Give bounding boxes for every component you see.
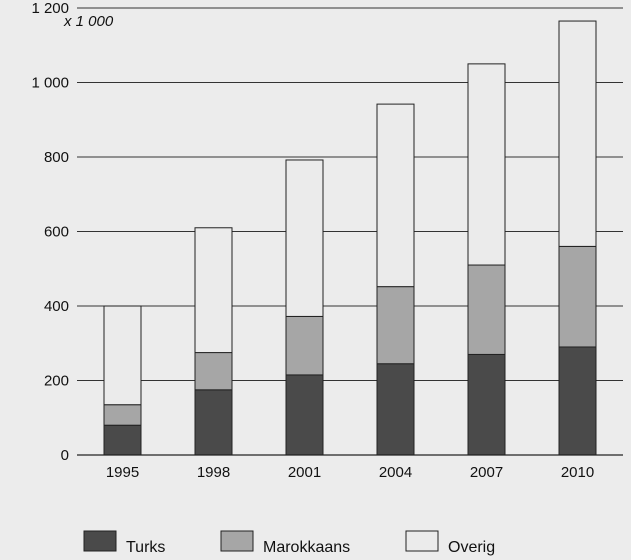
bar-segment-marokkaans-1995 xyxy=(103,404,142,426)
legend-label-overig: Overig xyxy=(448,539,495,556)
bar-segment-overig-1995 xyxy=(103,305,142,406)
bar-segment-marokkaans-2004 xyxy=(376,286,415,365)
y-unit-label: x 1 000 xyxy=(63,13,114,30)
bar-segment-marokkaans-1998 xyxy=(194,352,233,391)
legend: Turks Marokkaans Overig xyxy=(83,530,495,556)
legend-swatch-overig xyxy=(405,530,439,552)
legend-swatch-marokkaans xyxy=(220,530,254,552)
bar-segment-turks-1998 xyxy=(194,389,233,456)
y-tick-label: 200 xyxy=(44,373,69,390)
x-tick-label: 2001 xyxy=(288,464,321,481)
bar-segment-marokkaans-2001 xyxy=(285,315,324,376)
legend-swatch-turks xyxy=(83,530,117,552)
x-tick-label: 2010 xyxy=(561,464,594,481)
bar-segment-turks-2004 xyxy=(376,363,415,456)
x-tick-label: 1995 xyxy=(106,464,139,481)
x-tick-label: 1998 xyxy=(197,464,230,481)
x-tick-label: 2007 xyxy=(470,464,503,481)
y-tick-label: 1 200 xyxy=(31,0,69,17)
bar-segment-turks-2007 xyxy=(467,353,506,456)
y-tick-label: 0 xyxy=(61,447,69,464)
y-tick-label: 600 xyxy=(44,224,69,241)
y-tick-label: 400 xyxy=(44,298,69,315)
bar-segment-overig-1998 xyxy=(194,227,233,354)
bar-segment-turks-2001 xyxy=(285,374,324,456)
bar-segment-overig-2010 xyxy=(558,20,597,247)
x-tick-label: 2004 xyxy=(379,464,412,481)
bar-segment-marokkaans-2010 xyxy=(558,245,597,348)
bar-segment-marokkaans-2007 xyxy=(467,264,506,355)
bar-segment-overig-2007 xyxy=(467,63,506,266)
bar-segment-overig-2004 xyxy=(376,103,415,288)
y-tick-label: 1 000 xyxy=(31,75,69,92)
legend-label-turks: Turks xyxy=(126,539,165,556)
legend-label-marokkaans: Marokkaans xyxy=(263,539,350,556)
y-tick-label: 800 xyxy=(44,149,69,166)
bar-segment-turks-1995 xyxy=(103,424,142,456)
bar-segment-overig-2001 xyxy=(285,159,324,317)
bar-segment-turks-2010 xyxy=(558,346,597,456)
